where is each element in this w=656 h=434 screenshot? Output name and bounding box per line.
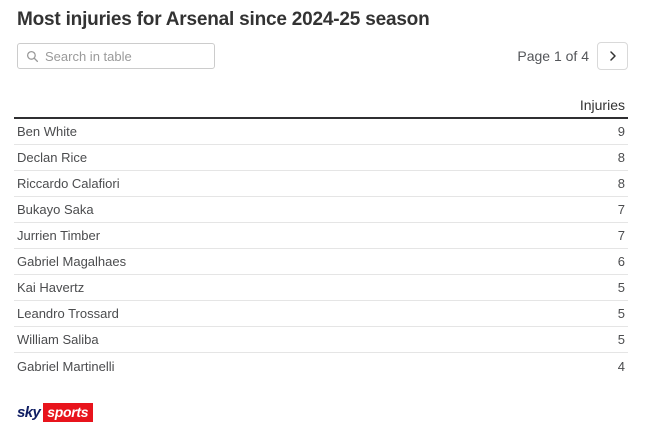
table-row: Leandro Trossard 5 — [14, 301, 628, 327]
injury-count: 8 — [617, 150, 625, 165]
player-name: Riccardo Calafiori — [17, 176, 120, 191]
player-name: Kai Havertz — [17, 280, 85, 295]
table-row: Declan Rice 8 — [14, 145, 628, 171]
injury-count: 8 — [617, 176, 625, 191]
table-row: Bukayo Saka 7 — [14, 197, 628, 223]
next-page-button[interactable] — [597, 42, 628, 70]
injury-count: 7 — [617, 228, 625, 243]
table-body: Ben White 9 Declan Rice 8 Riccardo Calaf… — [14, 119, 628, 379]
player-name: Declan Rice — [17, 150, 88, 165]
injury-count: 4 — [617, 358, 625, 374]
search-input[interactable] — [45, 48, 214, 64]
chevron-right-icon — [609, 51, 616, 61]
table-row: Ben White 9 — [14, 119, 628, 145]
toolbar: Page 1 of 4 — [17, 42, 628, 70]
table-row: William Saliba 5 — [14, 327, 628, 353]
player-name: Leandro Trossard — [17, 306, 119, 321]
pagination-status: Page 1 of 4 — [517, 48, 589, 64]
sky-sports-logo: sky sports — [17, 402, 628, 422]
table-row: Gabriel Martinelli 4 — [14, 353, 628, 379]
page-title: Most injuries for Arsenal since 2024-25 … — [17, 9, 430, 30]
injuries-table-widget: Most injuries for Arsenal since 2024-25 … — [14, 9, 628, 422]
injuries-table: Injuries Ben White 9 Declan Rice 8 Ricca… — [14, 93, 628, 379]
injury-count: 6 — [617, 254, 625, 269]
player-name: Bukayo Saka — [17, 202, 94, 217]
injury-count: 5 — [617, 280, 625, 295]
player-name: William Saliba — [17, 332, 99, 347]
table-header-row: Injuries — [14, 93, 628, 119]
player-name: Gabriel Martinelli — [17, 358, 115, 374]
injury-count: 5 — [617, 332, 625, 347]
player-name: Gabriel Magalhaes — [17, 254, 127, 269]
player-name: Ben White — [17, 124, 77, 139]
pagination: Page 1 of 4 — [517, 42, 628, 70]
search-box[interactable] — [17, 43, 215, 69]
table-row: Riccardo Calafiori 8 — [14, 171, 628, 197]
injury-count: 7 — [617, 202, 625, 217]
injury-count: 5 — [617, 306, 625, 321]
sky-logo-text: sky — [17, 403, 41, 421]
search-icon — [26, 50, 39, 62]
table-row: Kai Havertz 5 — [14, 275, 628, 301]
table-row: Gabriel Magalhaes 6 — [14, 249, 628, 275]
injury-count: 9 — [617, 124, 625, 139]
sports-logo-text: sports — [43, 402, 94, 422]
player-name: Jurrien Timber — [17, 228, 101, 243]
table-row: Jurrien Timber 7 — [14, 223, 628, 249]
column-header-injuries: Injuries — [579, 97, 625, 113]
